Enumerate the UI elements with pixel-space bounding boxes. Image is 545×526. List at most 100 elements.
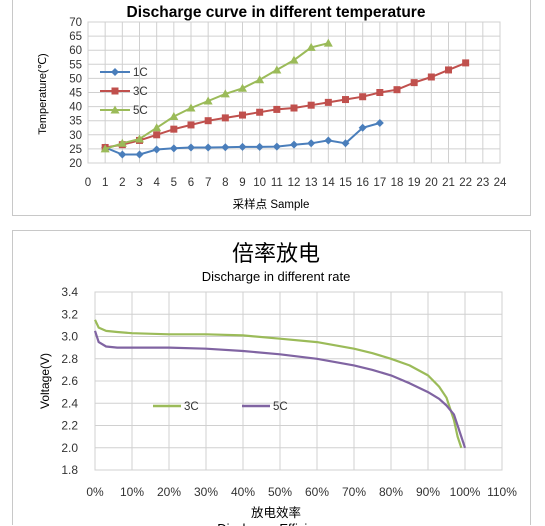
x-tick-label: 3 <box>136 177 142 189</box>
series-line-3C <box>94 319 463 449</box>
x-tick-label: 16 <box>356 177 369 189</box>
x-tick-label: 9 <box>239 177 245 189</box>
data-point-5C <box>289 55 299 64</box>
data-point-5C <box>306 42 316 51</box>
data-point-5C <box>135 134 144 143</box>
data-point-1C <box>290 140 298 149</box>
chart-title: 倍率放电 <box>232 241 320 266</box>
data-point-1C <box>221 143 230 152</box>
x-tick-label: 15 <box>339 177 352 189</box>
chart-subtitle: Discharge in different rate <box>202 269 351 284</box>
x-tick-label: 80% <box>379 485 403 499</box>
data-point-3C <box>239 111 246 119</box>
x-tick-label: 12 <box>288 177 301 189</box>
x-axis-label-en: Discharge Efficiency <box>217 521 335 526</box>
data-point-5C <box>272 65 282 74</box>
data-point-1C <box>272 142 281 151</box>
y-axis-label: Voltage(V) <box>38 353 52 409</box>
data-point-3C <box>221 114 229 122</box>
legend-marker-5C <box>110 105 120 114</box>
data-point-3C <box>393 86 401 94</box>
data-point-1C <box>341 139 350 148</box>
x-tick-label: 13 <box>305 177 318 189</box>
data-point-5C <box>238 83 247 92</box>
data-point-5C <box>220 89 230 98</box>
x-tick-label: 1 <box>102 177 108 189</box>
x-tick-label: 17 <box>373 177 386 189</box>
x-tick-label: 0% <box>86 485 104 499</box>
y-axis-label: Temperature(℃) <box>37 53 49 134</box>
data-point-1C <box>169 144 178 153</box>
x-tick-label: 50% <box>268 485 292 499</box>
x-axis-label: 放电效率 <box>251 505 301 520</box>
legend-label-5C: 5C <box>273 401 288 413</box>
y-tick-label: 2.6 <box>61 374 78 388</box>
data-point-1C <box>307 139 316 148</box>
data-point-3C <box>359 93 367 101</box>
y-tick-label: 55 <box>69 59 82 71</box>
x-tick-label: 11 <box>271 177 283 189</box>
data-point-3C <box>427 73 435 81</box>
x-tick-label: 10 <box>253 177 266 189</box>
data-point-5C <box>323 38 333 47</box>
y-tick-label: 2.4 <box>61 396 78 410</box>
x-tick-label: 14 <box>322 177 335 189</box>
x-tick-label: 23 <box>476 177 489 189</box>
data-point-5C <box>117 138 127 147</box>
x-tick-label: 4 <box>153 177 160 189</box>
x-tick-label: 24 <box>494 177 507 189</box>
data-point-1C <box>135 150 144 159</box>
x-tick-label: 30% <box>194 485 218 499</box>
x-axis-label: 采样点 Sample <box>233 197 310 211</box>
x-tick-label: 20 <box>425 177 438 189</box>
data-point-1C <box>238 142 247 151</box>
temperature-chart-panel: 20 25 30 35 40 45 50 55 60 65 70 0 1 2 3 4 5 6 7 8 9 10 11 12 13… <box>12 0 531 216</box>
data-point-3C <box>187 121 195 129</box>
legend-marker-1C <box>111 68 119 76</box>
x-tick-label: 0 <box>85 177 91 189</box>
x-tick-label: 40% <box>231 485 255 499</box>
data-point-1C <box>118 150 127 159</box>
legend-marker-3C <box>111 87 119 95</box>
x-tick-label: 6 <box>188 177 194 189</box>
x-tick-label: 8 <box>222 177 228 189</box>
y-tick-label: 45 <box>69 88 82 100</box>
x-tick-label: 2 <box>119 177 125 189</box>
x-tick-label: 5 <box>171 177 177 189</box>
y-tick-label: 1.8 <box>61 463 78 477</box>
y-tick-label: 40 <box>69 102 82 114</box>
y-tick-label: 20 <box>69 158 82 170</box>
legend-label-3C: 3C <box>184 401 199 413</box>
y-tick-label: 60 <box>69 45 82 57</box>
x-tick-label: 7 <box>205 177 211 189</box>
y-tick-label: 2.8 <box>61 352 78 366</box>
x-tick-label: 22 <box>459 177 472 189</box>
y-tick-label: 2.0 <box>61 441 78 455</box>
data-point-3C <box>324 98 332 106</box>
data-point-3C <box>273 105 281 113</box>
data-point-5C <box>186 103 196 112</box>
data-point-1C <box>204 143 213 152</box>
data-point-3C <box>290 104 298 112</box>
data-point-3C <box>307 101 315 109</box>
data-point-3C <box>153 131 161 139</box>
x-tick-label: 90% <box>416 485 440 499</box>
chart-title: Discharge curve in different temperature <box>127 4 426 21</box>
y-tick-label: 70 <box>69 17 82 29</box>
legend-label-1C: 1C <box>133 67 148 79</box>
y-tick-label: 65 <box>69 31 82 43</box>
data-point-1C <box>375 118 384 127</box>
data-point-1C <box>187 143 195 152</box>
legend-label-5C: 5C <box>133 105 148 117</box>
series-line-5C <box>93 330 467 449</box>
data-point-1C <box>152 145 161 154</box>
data-point-1C <box>324 136 333 145</box>
data-point-3C <box>462 59 470 67</box>
data-point-3C <box>204 117 212 125</box>
x-tick-label: 21 <box>442 177 455 189</box>
data-point-5C <box>255 75 265 84</box>
x-tick-label: 60% <box>305 485 329 499</box>
y-tick-label: 3.2 <box>61 307 78 321</box>
rate-chart-panel: 1.8 2.0 2.2 2.4 2.6 2.8 3.0 3.2 3.4 0% 10% 20% 30% 40… <box>12 230 531 526</box>
